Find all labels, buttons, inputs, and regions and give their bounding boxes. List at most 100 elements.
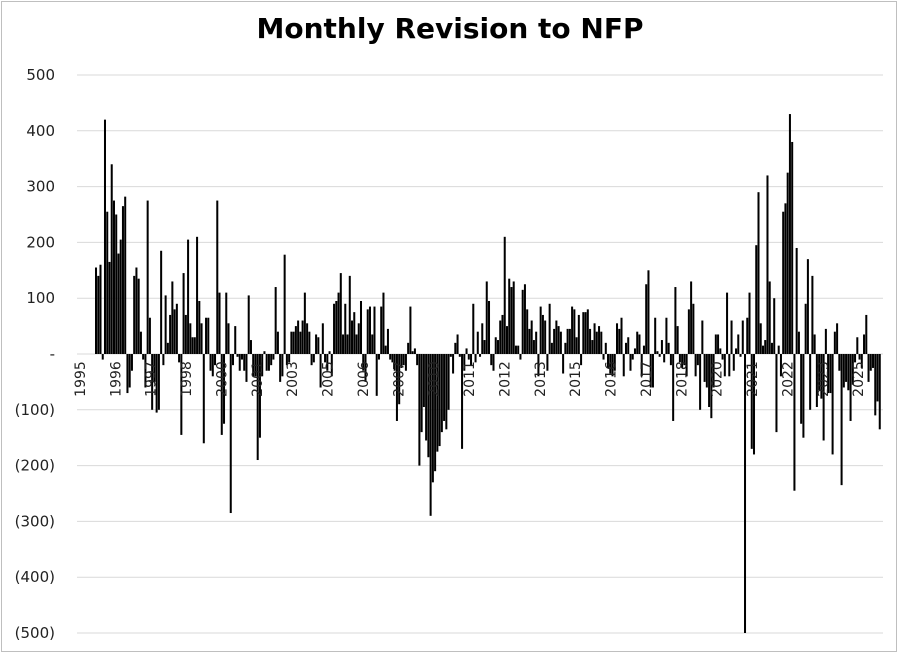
bar <box>456 334 459 354</box>
bar <box>225 292 228 354</box>
y-tick-label: 200 <box>26 233 55 251</box>
bar <box>290 331 293 354</box>
bar <box>427 354 430 458</box>
bar <box>793 354 796 491</box>
bar <box>685 354 688 377</box>
bar <box>589 328 592 354</box>
bar <box>436 354 439 452</box>
bar <box>447 354 450 410</box>
bar <box>791 141 794 354</box>
bar <box>481 323 484 354</box>
bar <box>512 281 515 354</box>
bar <box>231 354 235 366</box>
bar <box>694 354 697 377</box>
bar <box>488 300 491 354</box>
bar <box>146 200 149 354</box>
bar <box>187 239 190 354</box>
bar <box>99 264 102 354</box>
x-tick-label: 2015 <box>568 361 584 397</box>
bar <box>618 328 621 354</box>
bar <box>672 354 675 421</box>
bar <box>200 323 203 354</box>
bar <box>368 306 371 354</box>
bar <box>804 303 807 354</box>
bar <box>537 354 540 377</box>
bar <box>153 354 156 382</box>
bar <box>586 309 589 354</box>
bar <box>757 192 760 354</box>
bar <box>95 267 98 354</box>
bar <box>357 323 360 354</box>
bar <box>548 303 551 354</box>
bar <box>130 354 133 371</box>
bar <box>573 309 576 354</box>
bar <box>229 354 232 514</box>
bar <box>842 354 845 388</box>
bar <box>315 334 318 354</box>
bar <box>705 354 708 388</box>
x-tick-label: 1995 <box>73 361 89 397</box>
bar <box>550 342 553 354</box>
bar <box>681 354 684 368</box>
bar <box>207 317 210 354</box>
bar <box>510 287 513 354</box>
bar <box>557 326 560 354</box>
bar <box>218 292 221 354</box>
bar <box>198 300 201 354</box>
bar <box>811 275 814 354</box>
bar <box>306 323 309 354</box>
bar <box>142 354 145 360</box>
bar <box>236 354 239 357</box>
bar <box>389 354 392 360</box>
bar <box>214 354 217 366</box>
bar <box>292 331 295 354</box>
y-tick-label: 100 <box>26 289 55 307</box>
bar <box>600 331 603 354</box>
bar <box>335 300 338 354</box>
bar <box>820 354 823 399</box>
bar <box>876 354 879 402</box>
bar <box>867 354 870 382</box>
bar <box>613 354 616 371</box>
bar <box>490 354 493 366</box>
bar <box>665 317 668 354</box>
bar <box>728 354 731 377</box>
bar <box>499 320 502 354</box>
bar <box>404 354 407 371</box>
bar <box>721 354 724 360</box>
bar <box>571 306 574 354</box>
bar <box>344 303 347 354</box>
bar <box>755 245 758 354</box>
bar <box>829 354 832 394</box>
bar <box>294 326 297 354</box>
bar <box>840 354 843 486</box>
bar <box>155 354 158 413</box>
bar <box>744 354 747 633</box>
bar <box>797 331 800 354</box>
bar <box>281 354 284 377</box>
bar <box>162 354 165 366</box>
bar <box>575 337 578 354</box>
bar <box>485 281 488 354</box>
bar <box>761 345 764 354</box>
bar <box>124 196 127 354</box>
x-tick-label: 2017 <box>639 361 655 397</box>
bar <box>530 320 533 354</box>
bar <box>854 354 857 363</box>
bar <box>730 320 733 354</box>
bar <box>470 354 473 366</box>
bar <box>191 337 194 354</box>
x-tick-label: 2010 <box>427 361 443 397</box>
bar <box>386 328 389 354</box>
bar <box>658 354 661 357</box>
bar <box>303 292 306 354</box>
bar <box>443 354 446 421</box>
bar <box>773 298 776 354</box>
bar <box>308 331 311 354</box>
bar <box>160 250 163 354</box>
x-tick-label: 2003 <box>285 361 301 397</box>
bar <box>856 337 859 354</box>
bar <box>449 354 452 357</box>
bar <box>288 354 291 363</box>
